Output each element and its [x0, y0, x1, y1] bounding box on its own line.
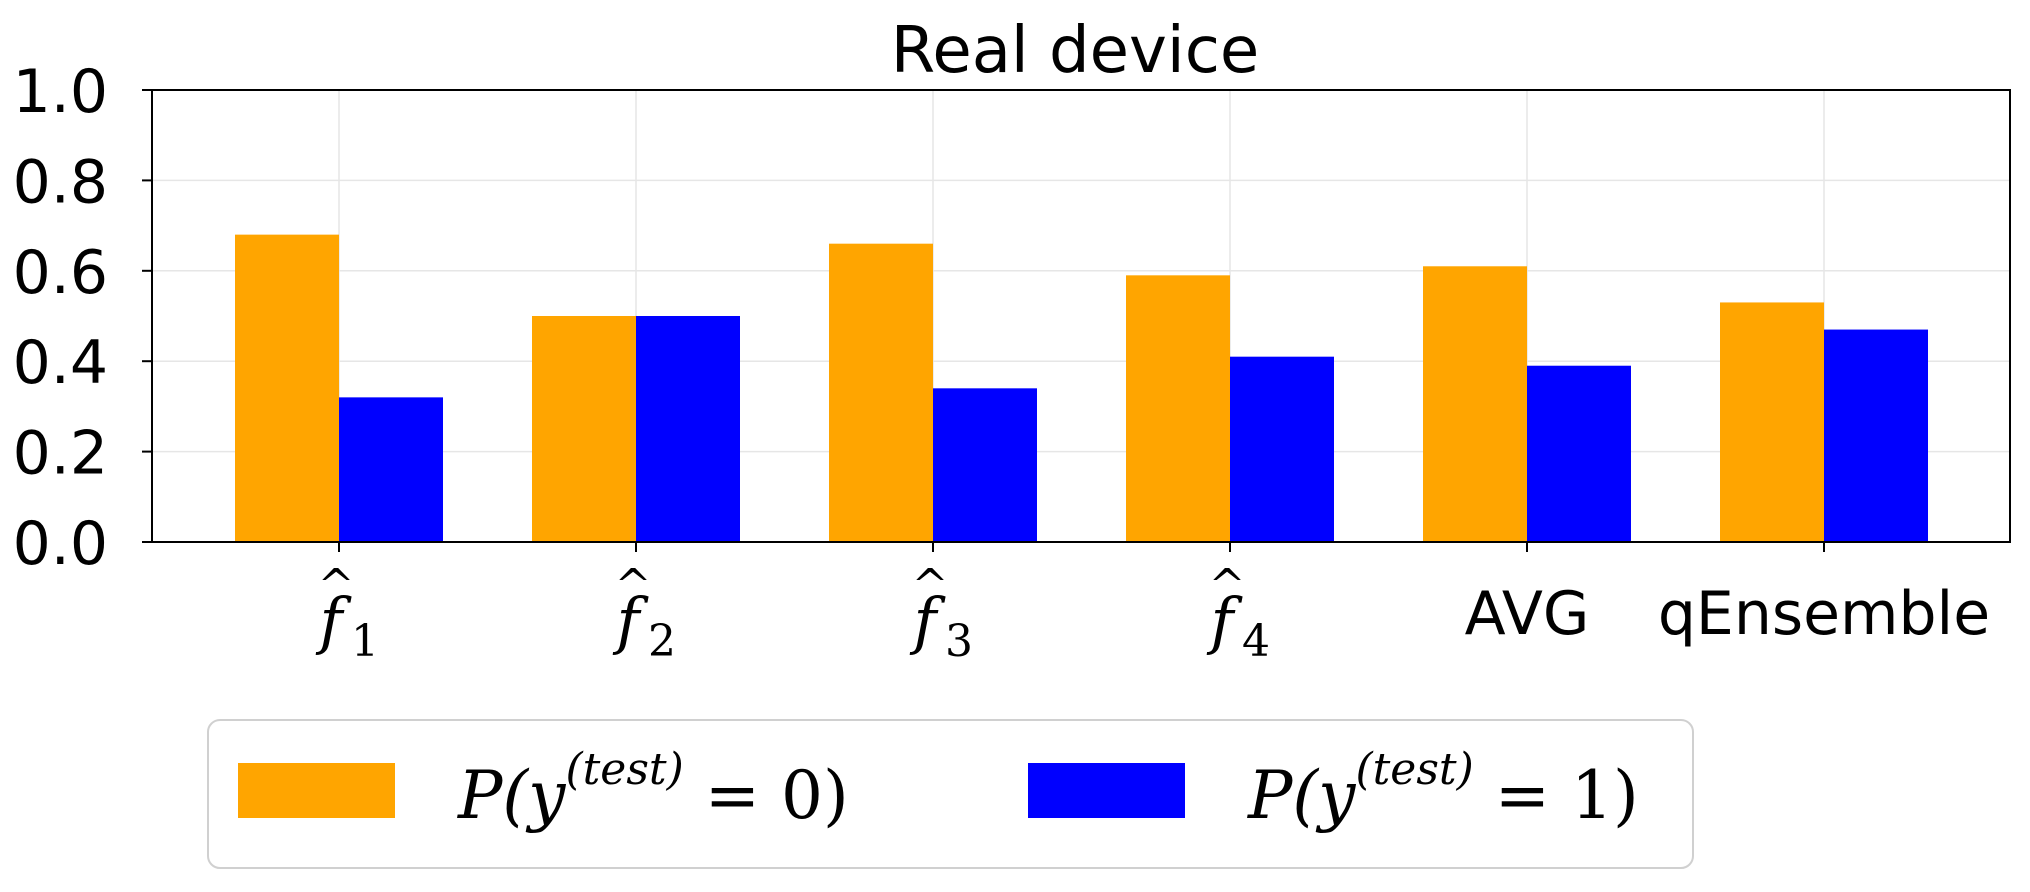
x-axis: ^f 1 ^f 2 ^f 3 ^f 4 AVG qEnsemble: [316, 542, 1990, 667]
bar-series-2-cat-6: [1824, 329, 1928, 542]
legend-label-1: P(y(test) = 0): [457, 744, 849, 834]
x-tick-hat: ^: [912, 560, 949, 611]
y-axis: 0.0 0.2 0.4 0.6 0.8 1.0: [13, 57, 152, 579]
x-tick-hat: ^: [615, 560, 652, 611]
x-tick-label: ^f 4: [1207, 560, 1270, 667]
bar-series-2-cat-4: [1230, 356, 1334, 542]
chart-title: Real device: [891, 14, 1260, 88]
x-tick-label: ^f 3: [910, 560, 973, 667]
y-tick-label: 0.2: [13, 419, 108, 489]
y-tick-label: 0.8: [13, 147, 108, 217]
bar-series-2-cat-2: [636, 316, 740, 542]
y-tick-label: 1.0: [13, 57, 108, 127]
x-tick-label: qEnsemble: [1658, 579, 1990, 649]
x-tick-label: ^f 2: [613, 560, 676, 667]
bar-series-2-cat-3: [933, 388, 1037, 542]
x-tick-subscript: 3: [945, 616, 973, 667]
x-tick-label: AVG: [1465, 579, 1590, 649]
bar-series-2-cat-1: [339, 397, 443, 542]
x-tick-subscript: 2: [648, 616, 676, 667]
x-tick-hat: ^: [1209, 560, 1246, 611]
y-tick-label: 0.6: [13, 238, 108, 308]
x-tick-subscript: 1: [351, 616, 379, 667]
x-tick-label: ^f 1: [316, 560, 379, 667]
bar-series-1-cat-2: [532, 316, 636, 542]
axes-frame: [151, 89, 2011, 543]
bar-series-1-cat-4: [1126, 275, 1230, 542]
bar-series-1-cat-6: [1720, 302, 1824, 542]
legend-swatch-2: [1028, 763, 1185, 818]
legend-label-2: P(y(test) = 1): [1247, 744, 1639, 834]
x-tick-hat: ^: [318, 560, 355, 611]
bar-series-2-cat-5: [1527, 365, 1631, 542]
y-tick-label: 0.4: [13, 328, 108, 398]
bar-series-1-cat-1: [235, 234, 339, 542]
bars: [235, 234, 1928, 542]
legend: P(y(test) = 0) P(y(test) = 1): [207, 719, 1694, 869]
legend-swatch-1: [238, 763, 395, 818]
x-tick-subscript: 4: [1242, 616, 1270, 667]
bar-series-1-cat-5: [1423, 266, 1527, 542]
legend-box: [207, 719, 1694, 869]
bar-series-1-cat-3: [829, 243, 933, 542]
y-tick-label: 0.0: [13, 509, 108, 579]
